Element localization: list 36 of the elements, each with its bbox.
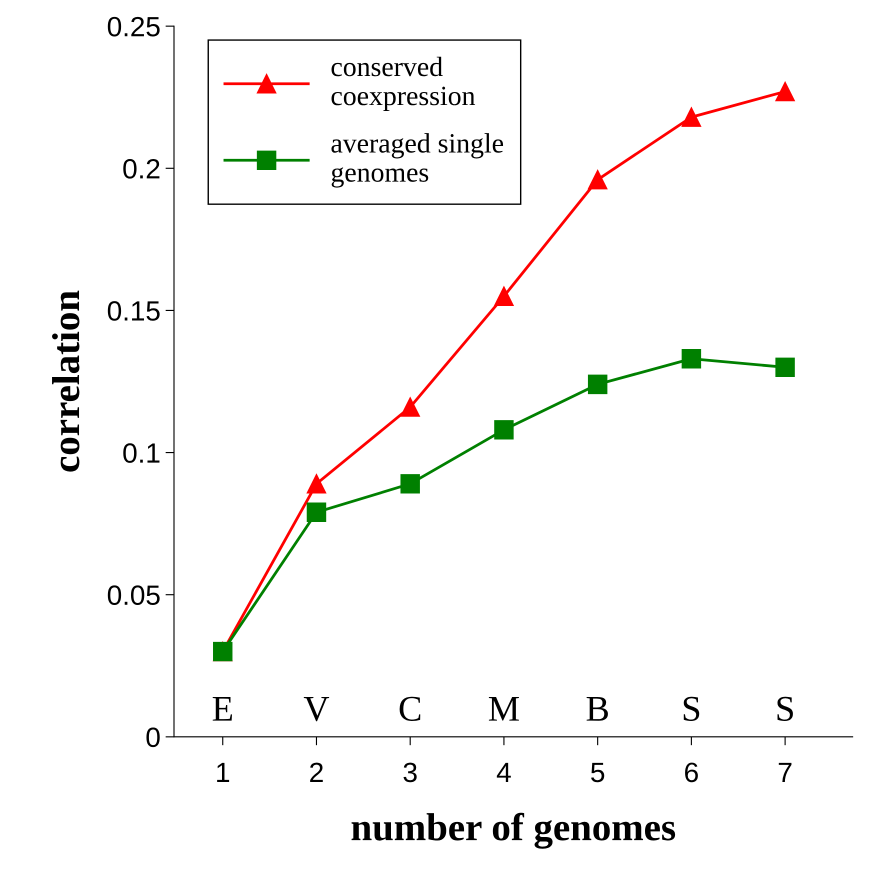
- y-tick-label: 0.25: [108, 16, 160, 36]
- point: [306, 502, 326, 522]
- y-tick-label: 0.2: [123, 158, 160, 179]
- annotation: B: [586, 697, 608, 721]
- point: [494, 420, 514, 440]
- annotation: M: [488, 697, 519, 721]
- y-tick-label: 0.05: [108, 585, 160, 606]
- x-tick-label: 1: [217, 762, 230, 782]
- point: [775, 358, 795, 378]
- legend-label: conserved coexpression: [332, 56, 476, 111]
- point: [682, 107, 702, 127]
- annotation: S: [684, 696, 700, 722]
- point: [682, 349, 702, 368]
- annotation: V: [304, 697, 330, 722]
- point: [400, 474, 420, 494]
- x-tick-label: 3: [404, 762, 417, 782]
- y-tick-label: 0.15: [108, 301, 160, 321]
- x-tick-label: 4: [496, 762, 511, 782]
- y-axis-title: correlation: [52, 290, 80, 472]
- point: [494, 286, 514, 306]
- annotation: E: [212, 697, 232, 721]
- annotation: S: [777, 696, 793, 722]
- x-tick-label: 7: [778, 762, 792, 782]
- point: [400, 397, 420, 417]
- point: [588, 170, 608, 190]
- point: [588, 374, 608, 394]
- x-tick-label: 6: [685, 762, 698, 782]
- point: [775, 82, 795, 102]
- y-tick-label: 0: [146, 728, 160, 748]
- point: [306, 474, 326, 494]
- y-tick-label: 0.1: [123, 443, 160, 463]
- x-axis-title: number of genomes: [352, 812, 676, 849]
- legend-label: averaged single genomes: [331, 133, 504, 188]
- annotation: C: [400, 696, 420, 722]
- x-tick-label: 5: [591, 762, 604, 782]
- x-tick-label: 2: [310, 762, 323, 782]
